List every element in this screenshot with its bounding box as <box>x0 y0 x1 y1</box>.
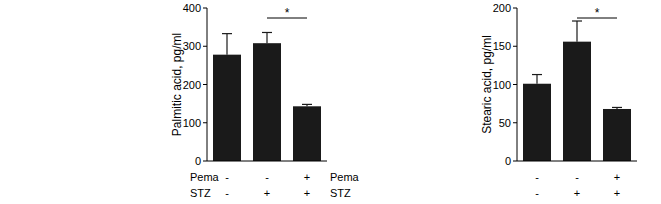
treatment-level: - <box>225 187 229 199</box>
y-tick <box>203 84 207 85</box>
error-bar <box>222 34 232 55</box>
treatment-level: + <box>614 171 620 183</box>
y-tick <box>203 122 207 123</box>
y-tick-label: 100 <box>493 79 511 91</box>
error-cap <box>222 33 232 34</box>
treatment-level: - <box>575 171 579 183</box>
bar <box>523 84 551 161</box>
error-cap <box>262 32 272 33</box>
bars <box>213 32 321 161</box>
error-stem <box>536 75 537 84</box>
significance-label: * <box>595 6 600 20</box>
y-tick-label: 50 <box>499 117 511 129</box>
x-axis <box>207 161 327 162</box>
error-stem <box>226 34 227 55</box>
error-bar <box>302 104 312 106</box>
treatment-name: Pema <box>330 171 360 183</box>
y-tick-label: 150 <box>493 40 511 52</box>
y-tick <box>513 161 517 162</box>
treatment-name: Pema <box>190 171 220 183</box>
treatment-level: - <box>265 171 269 183</box>
treatment-level: - <box>225 171 229 183</box>
treatment-name: STZ <box>190 187 211 199</box>
y-tick <box>513 84 517 85</box>
figure: Palmitic acid, pg/ml0100200300400*Pema--… <box>0 0 661 204</box>
y-tick <box>513 122 517 123</box>
y-tick <box>203 8 207 9</box>
treatment-level: + <box>264 187 270 199</box>
y-tick-label: 400 <box>183 2 201 14</box>
significance-label: * <box>285 6 290 20</box>
y-tick-label: 0 <box>195 155 201 167</box>
chart-panel: Stearic acid, pg/ml050100150200*Pema--+S… <box>330 2 637 199</box>
treatment-level: + <box>574 187 580 199</box>
error-bar <box>572 21 582 42</box>
y-tick-label: 200 <box>183 79 201 91</box>
error-bar <box>262 32 272 43</box>
x-axis <box>517 161 637 162</box>
y-tick-label: 300 <box>183 40 201 52</box>
bar <box>293 106 321 161</box>
y-tick <box>513 8 517 9</box>
y-tick-label: 0 <box>505 155 511 167</box>
error-bar <box>612 107 622 109</box>
bar <box>603 109 631 161</box>
bar <box>253 43 281 161</box>
bars <box>523 21 631 161</box>
y-axis <box>207 8 208 161</box>
treatment-level: + <box>614 187 620 199</box>
y-axis <box>517 8 518 161</box>
treatment-name: STZ <box>330 187 351 199</box>
y-tick <box>513 46 517 47</box>
error-cap <box>302 104 312 105</box>
error-stem <box>576 21 577 42</box>
y-tick-label: 200 <box>493 2 511 14</box>
chart-panel: Palmitic acid, pg/ml0100200300400*Pema--… <box>170 2 327 199</box>
error-stem <box>266 32 267 43</box>
y-tick <box>203 46 207 47</box>
y-tick <box>203 161 207 162</box>
treatment-level: - <box>535 171 539 183</box>
error-cap <box>572 20 582 21</box>
y-tick-label: 100 <box>183 117 201 129</box>
error-bar <box>532 75 542 84</box>
treatment-level: + <box>304 187 310 199</box>
error-cap <box>532 74 542 75</box>
treatment-level: + <box>304 171 310 183</box>
bar <box>563 42 591 161</box>
error-cap <box>612 107 622 108</box>
bar <box>213 55 241 161</box>
treatment-level: - <box>535 187 539 199</box>
